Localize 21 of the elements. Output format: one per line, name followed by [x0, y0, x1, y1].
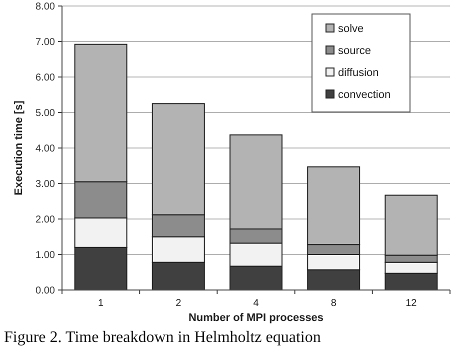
y-tick-label: 0.00: [36, 286, 56, 296]
x-tick-label: 12: [406, 298, 418, 309]
legend-label: source: [338, 44, 372, 57]
x-tick-label: 8: [330, 298, 337, 309]
y-tick-label: 3.00: [36, 179, 56, 190]
y-tick-label: 5.00: [36, 108, 56, 119]
legend-label: solve: [338, 22, 364, 35]
y-axis-title: Execution time [s]: [13, 100, 25, 196]
legend-label: diffusion: [338, 66, 379, 79]
y-tick-label: 1.00: [36, 250, 56, 261]
y-tick-label: 8.00: [36, 2, 56, 12]
y-tick-label: 4.00: [36, 144, 56, 154]
x-tick-label: 1: [98, 298, 104, 309]
y-tick-label: 2.00: [36, 214, 56, 226]
x-tick-label: 2: [176, 298, 182, 309]
y-tick-label: 7.00: [36, 37, 56, 48]
legend-label: convection: [338, 88, 391, 101]
y-tick-label: 6.00: [36, 72, 56, 84]
caption: Figure 2. Time breakdown in Helmholtz equation: [4, 329, 321, 346]
x-tick-label: 4: [253, 298, 260, 309]
x-axis-title: Number of MPI processes: [188, 312, 324, 324]
